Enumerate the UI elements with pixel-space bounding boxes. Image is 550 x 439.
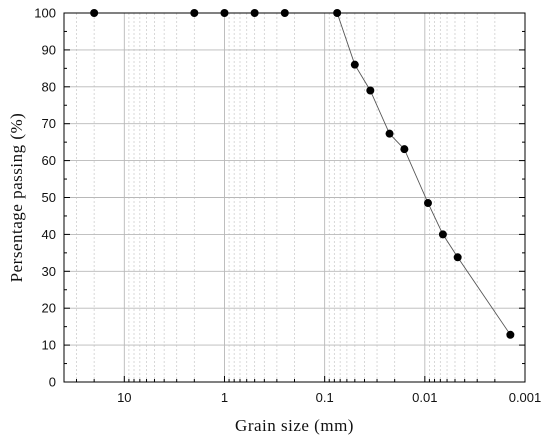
series-line [336,12,511,336]
y-tick-label: 90 [42,42,56,57]
y-tick-label: 100 [34,6,56,21]
y-tick-label: 40 [42,227,56,242]
data-point [350,60,359,69]
y-tick-label: 50 [42,190,56,205]
data-point [400,145,409,154]
y-tick-label: 20 [42,301,56,316]
x-tick-label: 10 [117,390,131,405]
y-tick-label: 30 [42,264,56,279]
x-tick-label: 0.001 [509,390,542,405]
data-point [366,86,375,95]
data-point [385,129,394,138]
y-tick-label: 80 [42,79,56,94]
x-tick-label: 1 [221,390,228,405]
x-tick-label: 0.01 [412,390,437,405]
y-tick-label: 10 [42,338,56,353]
data-points [90,9,515,339]
y-axis-title: Persentage passing (%) [7,113,26,283]
data-point [506,330,515,339]
x-axis-title: Grain size (mm) [235,416,354,435]
y-tick-labels: 0 10 20 30 40 50 60 70 80 90 100 [34,6,56,390]
data-point [453,253,462,262]
y-tick-label: 70 [42,116,56,131]
data-point [438,230,447,239]
axis-ticks [63,12,526,383]
series-line-group [336,12,511,336]
x-tick-label: 0.1 [316,390,334,405]
data-point [423,199,432,208]
y-tick-label: 0 [49,375,56,390]
x-tick-labels: 10 1 0.1 0.01 0.001 [117,390,541,405]
y-tick-label: 60 [42,153,56,168]
